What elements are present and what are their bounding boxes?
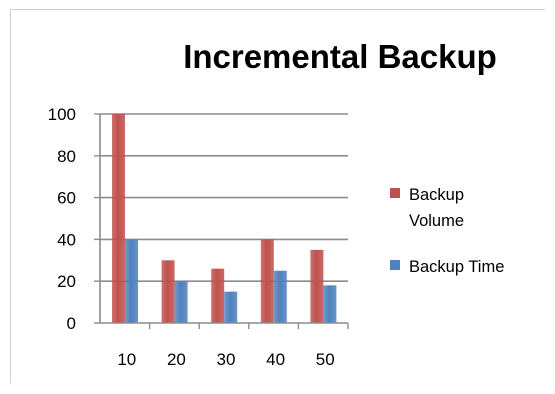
chart-title: Incremental Backup bbox=[183, 38, 497, 75]
bar-backup-time bbox=[273, 270, 287, 323]
legend-label: Backup bbox=[409, 186, 464, 204]
x-tick-label: 30 bbox=[217, 350, 236, 369]
y-axis-ticks: 0 20 40 60 80 100 bbox=[48, 105, 76, 333]
axes bbox=[94, 113, 349, 329]
bar-backup-volume bbox=[310, 249, 324, 323]
x-axis-ticks: 10 20 30 40 50 bbox=[117, 350, 334, 369]
bar-backup-volume bbox=[260, 239, 274, 323]
y-tick-label: 100 bbox=[48, 105, 76, 124]
y-tick-label: 20 bbox=[57, 272, 76, 291]
legend-label: Backup Time bbox=[409, 258, 504, 276]
bar-backup-volume bbox=[211, 268, 225, 323]
y-tick-label: 80 bbox=[57, 147, 76, 166]
legend-label: Volume bbox=[409, 212, 464, 230]
bars bbox=[112, 114, 337, 323]
y-tick-label: 0 bbox=[67, 314, 76, 333]
x-tick-label: 40 bbox=[266, 350, 285, 369]
bar-backup-time bbox=[323, 285, 337, 323]
y-tick-label: 60 bbox=[57, 189, 76, 208]
legend-swatch bbox=[390, 188, 400, 198]
chart-frame bbox=[10, 9, 545, 383]
x-tick-label: 10 bbox=[117, 350, 136, 369]
x-tick-label: 20 bbox=[167, 350, 186, 369]
bar-backup-time bbox=[224, 291, 238, 323]
bar-backup-volume bbox=[112, 114, 125, 323]
legend: Backup Volume Backup Time bbox=[390, 186, 504, 276]
y-tick-label: 40 bbox=[57, 230, 76, 249]
x-tick-label: 50 bbox=[316, 350, 335, 369]
bar-backup-time bbox=[125, 239, 138, 323]
bar-backup-volume bbox=[161, 260, 175, 323]
bar-backup-time bbox=[174, 281, 188, 323]
legend-swatch bbox=[390, 260, 400, 270]
